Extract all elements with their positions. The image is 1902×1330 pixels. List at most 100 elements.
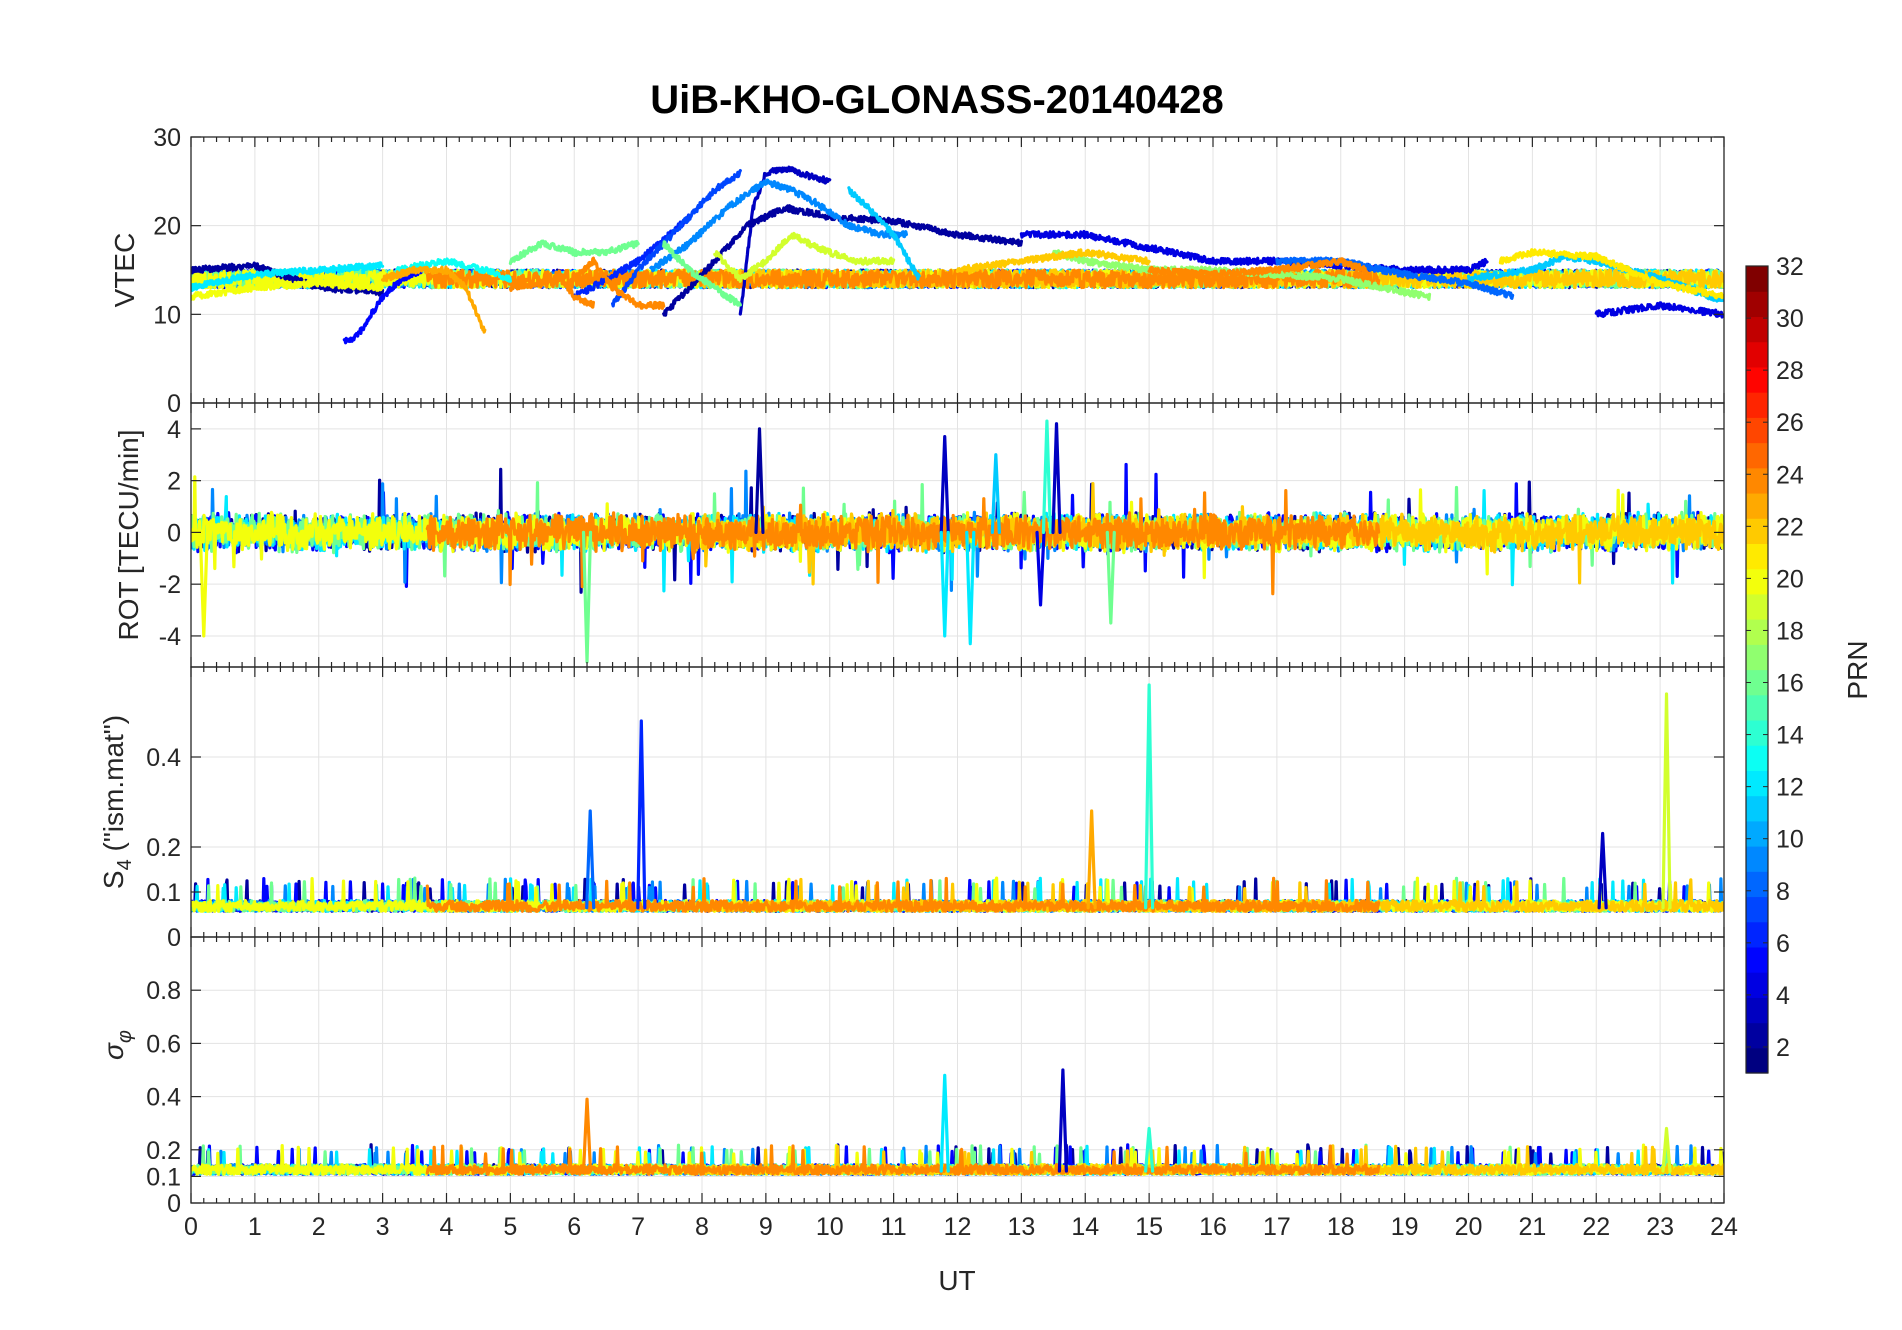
ytick-s4: 0 (167, 924, 181, 952)
xtick-label: 15 (1135, 1213, 1163, 1241)
xtick-label: 11 (881, 1213, 907, 1241)
colorbar-segment (1746, 417, 1768, 444)
spike-rot-8 (1041, 419, 1053, 535)
colorbar-tick-label: 2 (1776, 1034, 1790, 1062)
vtec-series-prn-6 (572, 213, 691, 299)
spike-sigma-1 (939, 1073, 950, 1173)
ylabel-sigma: σφ (98, 1030, 136, 1060)
ytick-rot: 4 (167, 416, 181, 444)
colorbar-segment (1746, 543, 1768, 570)
ytick-vtec: 20 (153, 213, 181, 241)
ytick-sigma: 0.4 (146, 1084, 181, 1112)
colorbar-segment (1746, 266, 1768, 292)
trace-rot-prn-24 (425, 489, 1381, 596)
colorbar-segment (1746, 946, 1768, 973)
xtick-label: 7 (631, 1213, 645, 1241)
spike-rot-9 (1051, 422, 1062, 535)
vtec-series-prn-16 (508, 239, 640, 266)
xtick-label: 21 (1518, 1213, 1546, 1241)
x-tick-labels: 0 1 2 3 4 5 6 7 8 9 10 11 12 13 14 15 16 17 18 19 20 21 22 23 24 (184, 1213, 1738, 1241)
traces-s4 (191, 683, 1724, 913)
xtick-label: 12 (944, 1213, 972, 1241)
xtick-label: 0 (184, 1213, 198, 1241)
spike-rot-5 (965, 530, 976, 646)
vtec-series-prn-11 (847, 186, 921, 281)
colorbar-segment (1746, 871, 1768, 898)
ytick-rot: -2 (159, 571, 181, 599)
spike-s4-2 (1086, 809, 1097, 910)
colorbar-segment (1746, 518, 1768, 545)
vtec-series-prn-24 (508, 275, 595, 309)
colorbar-tick-label: 4 (1776, 982, 1790, 1010)
vtec-series-prn-21 (1498, 248, 1724, 300)
vtec-series-prn-12 (191, 261, 385, 292)
colorbar-segment (1746, 467, 1768, 494)
colorbar-segment (1746, 997, 1768, 1024)
vtec-series-prn-16 (662, 240, 742, 307)
ytick-sigma: 0.6 (146, 1030, 181, 1058)
colorbar-tick-label: 28 (1776, 357, 1804, 385)
ytick-vtec: 10 (153, 301, 181, 329)
ytick-s4: 0.1 (146, 879, 181, 907)
vtec-series-prn-4 (1019, 229, 1489, 275)
colorbar-segment (1746, 795, 1768, 822)
ticks-rot (190, 403, 1725, 667)
vtec-series-prn-13 (393, 257, 512, 283)
spike-s4-5 (1661, 692, 1672, 910)
vtec-series-prn-20 (191, 279, 385, 301)
colorbar-tick-label: 14 (1776, 722, 1804, 750)
spike-s4-3 (1144, 683, 1155, 910)
ytick-sigma: 0 (167, 1190, 181, 1218)
colorbar-segment (1746, 341, 1768, 368)
ytick-vtec: 30 (153, 124, 181, 152)
spike-sigma-0 (581, 1097, 593, 1173)
xtick-label: 8 (695, 1213, 709, 1241)
colorbar-segment (1746, 846, 1768, 872)
ytick-rot: 2 (167, 468, 181, 496)
spike-rot-7 (1035, 530, 1046, 607)
colorbar-tick-label: 20 (1776, 565, 1804, 593)
spike-rot-6 (990, 453, 1001, 535)
ylabel-s4: S4 ("ism.mat") (98, 715, 136, 889)
colorbar-segment (1746, 568, 1768, 595)
vtec-series-prn-3 (738, 165, 832, 316)
xtick-label: 19 (1391, 1213, 1419, 1241)
colorbar-segment (1746, 644, 1768, 671)
colorbar-segment (1746, 694, 1768, 721)
colorbar-segment (1746, 1022, 1768, 1049)
colorbar-tick-label: 12 (1776, 774, 1804, 802)
xtick-label: 20 (1455, 1213, 1483, 1241)
spike-rot-0 (198, 530, 209, 638)
colorbar-segment (1746, 392, 1768, 418)
ytick-rot: -4 (159, 623, 181, 651)
colorbar-tick-label: 16 (1776, 670, 1804, 698)
xtick-label: 5 (503, 1213, 517, 1241)
xtick-label: 17 (1263, 1213, 1291, 1241)
vtec-series-prn-2 (662, 204, 1023, 317)
traces-rot (191, 419, 1724, 664)
vtec-series-prn-24 (1147, 257, 1368, 280)
ytick-s4: 0.2 (146, 834, 181, 862)
colorbar-tick-label: 32 (1776, 253, 1804, 281)
ytick-vtec: 0 (167, 390, 181, 418)
xtick-label: 14 (1071, 1213, 1099, 1241)
colorbar-tick-label: 30 (1776, 305, 1804, 333)
ytick-sigma: 0.8 (146, 977, 181, 1005)
xtick-label: 1 (248, 1213, 262, 1241)
vtec-series-prn-9 (649, 178, 908, 273)
colorbar-tick-label: 10 (1776, 826, 1804, 854)
ytick-s4: 0.4 (146, 744, 181, 772)
spike-s4-1 (636, 719, 647, 910)
vtec-series-prn-11 (1466, 253, 1724, 303)
vtec-series-prn-22 (955, 248, 1151, 273)
ytick-sigma: 0.2 (146, 1137, 181, 1165)
colorbar-segment (1746, 820, 1768, 847)
colorbar-segment (1746, 1047, 1768, 1074)
ticks-s4 (190, 667, 1725, 938)
spike-rot-2 (754, 427, 765, 535)
x-axis-label: UT (938, 1265, 975, 1296)
spike-rot-3 (939, 435, 950, 535)
spike-rot-10 (1105, 530, 1116, 625)
trace-vtec-prn-24 (425, 268, 1381, 290)
